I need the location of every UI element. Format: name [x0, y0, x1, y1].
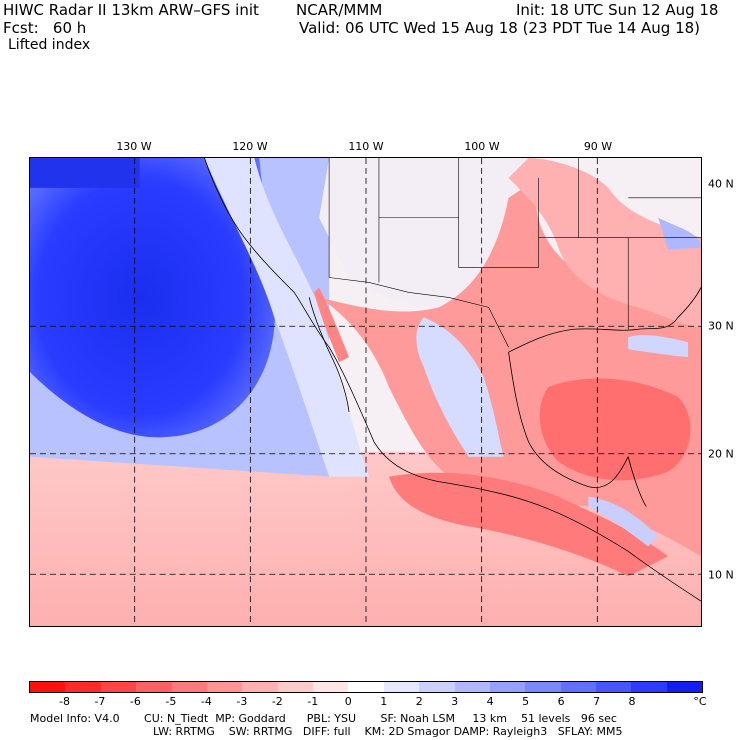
lon-label-100w: 100 W	[464, 140, 500, 153]
strong-unstable-core	[539, 378, 691, 481]
yucatan-coastline	[627, 456, 647, 507]
institution-label: NCAR/MMM	[296, 1, 383, 19]
colorbar-segment	[65, 682, 101, 692]
graticule	[30, 158, 701, 626]
colorbar-segment	[171, 682, 207, 692]
colorbar-segment	[631, 682, 667, 692]
caribbean-stable-patch	[588, 496, 659, 547]
init-time: Init: 18 UTC Sun 12 Aug 18	[516, 1, 719, 19]
colorbar-tick-label: 4	[486, 695, 494, 708]
colorbar-segment	[277, 682, 313, 692]
colorbar-tick-label: -2	[271, 695, 283, 708]
colorbar-unit: °C	[693, 695, 707, 708]
lat-label-40n: 40 N	[708, 177, 734, 191]
colorbar-tick-label: 1	[380, 695, 388, 708]
model-info-line2: LW: RRTMG SW: RRTMG DIFF: full KM: 2D Sm…	[153, 725, 623, 738]
baja-coastline	[308, 297, 350, 412]
colorbar-tick-label: 7	[593, 695, 601, 708]
coastal-pale-band	[204, 158, 369, 477]
colorbar-tick-label: 2	[415, 695, 423, 708]
colorbar-tick-label: -4	[200, 695, 212, 708]
colorbar-tick-label: 8	[628, 695, 636, 708]
colorbar-segment	[313, 682, 349, 692]
lat-label-10n: 10 N	[708, 568, 734, 582]
pacific-coastline	[204, 158, 701, 602]
colorbar-segment	[419, 682, 455, 692]
colorbar-tick-label: -8	[58, 695, 70, 708]
coastlines	[204, 158, 701, 602]
colorbar-tick-label: -6	[129, 695, 141, 708]
colorbar-segment	[383, 682, 420, 692]
pacific-coast-unstable	[388, 472, 669, 577]
us-mexico-border	[329, 277, 509, 348]
gulf-stable-patch	[628, 335, 689, 358]
colorbar-segment	[348, 682, 384, 692]
colorbar-segment	[206, 682, 243, 692]
colorbar-segment	[454, 682, 490, 692]
east-stable-patch	[658, 217, 701, 250]
colorbar-segment	[489, 682, 526, 692]
colorbar-segment	[560, 682, 596, 692]
model-title: HIWC Radar II 13km ARW–GFS init	[3, 1, 259, 19]
colorbar-segment	[30, 682, 66, 692]
lon-label-120w: 120 W	[232, 140, 268, 153]
lat-label-30n: 30 N	[708, 319, 734, 333]
political-borders	[328, 158, 701, 348]
field-name: Lifted index	[8, 37, 91, 53]
colorbar-segment	[136, 682, 172, 692]
colorbar-segment	[666, 682, 703, 692]
baja-strip	[314, 287, 350, 363]
colorbar-tick-label: 6	[557, 695, 565, 708]
model-info-line1: Model Info: V4.0 CU: N_Tiedt MP: Goddard…	[30, 712, 617, 725]
colorbar-tick-label: 5	[522, 695, 530, 708]
forecast-hour: Fcst: 60 h	[3, 19, 87, 37]
lon-label-130w: 130 W	[116, 140, 152, 153]
colorbar	[29, 681, 703, 693]
colorbar-tick-label: -1	[307, 695, 319, 708]
colorbar-tick-label: -5	[165, 695, 177, 708]
gulf-west-coastline	[508, 352, 629, 488]
lon-label-90w: 90 W	[583, 140, 613, 153]
colorbar-tick-label: -7	[94, 695, 106, 708]
colorbar-segment	[242, 682, 278, 692]
gulf-north-coastline	[508, 287, 701, 353]
unstable-region-se-us	[508, 158, 701, 328]
colorbar-tick-label: -3	[236, 695, 248, 708]
stable-core	[30, 158, 276, 438]
colorbar-segment	[100, 682, 137, 692]
colorbar-tick-label: 0	[344, 695, 352, 708]
lifted-index-map	[29, 157, 702, 627]
colorbar-tick-label: 3	[451, 695, 459, 708]
lon-label-110w: 110 W	[348, 140, 384, 153]
stable-core-north	[30, 158, 140, 188]
colorbar-segment	[596, 682, 632, 692]
colorbar-segment	[525, 682, 561, 692]
lat-label-20n: 20 N	[708, 447, 734, 461]
valid-time: Valid: 06 UTC Wed 15 Aug 18 (23 PDT Tue …	[299, 19, 701, 37]
